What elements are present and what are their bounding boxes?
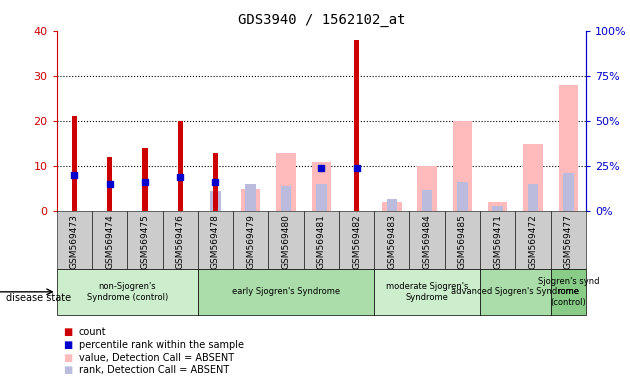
Bar (210, 191, 220, 211)
Text: GSM569484: GSM569484 (423, 214, 432, 269)
Bar (524, 144, 542, 211)
Text: ■: ■ (63, 327, 72, 337)
Text: GSM569473: GSM569473 (70, 214, 79, 269)
Bar (374, 269, 480, 315)
Bar (480, 211, 515, 269)
Text: GSM569481: GSM569481 (317, 214, 326, 269)
Bar (198, 211, 233, 269)
Bar (410, 211, 445, 269)
Bar (142, 148, 147, 211)
Bar (445, 211, 480, 269)
Bar (233, 211, 268, 269)
Bar (559, 85, 578, 211)
Text: disease state: disease state (6, 293, 71, 303)
Text: GSM569480: GSM569480 (282, 214, 290, 269)
Bar (127, 211, 163, 269)
Text: GSM569482: GSM569482 (352, 214, 361, 269)
Text: Sjogren's synd
rome
(control): Sjogren's synd rome (control) (537, 277, 599, 307)
Bar (281, 186, 291, 211)
Text: non-Sjogren's
Syndrome (control): non-Sjogren's Syndrome (control) (87, 282, 168, 301)
Bar (178, 121, 183, 211)
Text: GSM569475: GSM569475 (140, 214, 149, 269)
Bar (453, 121, 472, 211)
Bar (57, 211, 92, 269)
Bar (480, 269, 551, 315)
Text: percentile rank within the sample: percentile rank within the sample (79, 340, 244, 350)
Bar (382, 202, 401, 211)
Text: ■: ■ (63, 340, 72, 350)
Bar (493, 206, 503, 211)
Title: GDS3940 / 1562102_at: GDS3940 / 1562102_at (238, 13, 405, 27)
Text: GSM569483: GSM569483 (387, 214, 396, 269)
Bar (107, 157, 112, 211)
Text: ■: ■ (63, 353, 72, 362)
Bar (72, 116, 77, 211)
Bar (246, 184, 256, 211)
Bar (418, 166, 437, 211)
Bar (488, 202, 507, 211)
Bar (515, 211, 551, 269)
Bar (551, 269, 586, 315)
Bar (198, 269, 374, 315)
Bar (268, 211, 304, 269)
Bar (422, 190, 432, 211)
Bar (92, 211, 127, 269)
Text: value, Detection Call = ABSENT: value, Detection Call = ABSENT (79, 353, 234, 362)
Text: early Sjogren's Syndrome: early Sjogren's Syndrome (232, 287, 340, 296)
Text: GSM569476: GSM569476 (176, 214, 185, 269)
Text: GSM569478: GSM569478 (211, 214, 220, 269)
Bar (316, 184, 326, 211)
Text: GSM569479: GSM569479 (246, 214, 255, 269)
Bar (163, 211, 198, 269)
Text: count: count (79, 327, 106, 337)
Bar (277, 152, 295, 211)
Text: advanced Sjogren's Syndrome: advanced Sjogren's Syndrome (451, 287, 580, 296)
Bar (354, 40, 359, 211)
Bar (563, 173, 573, 211)
Text: moderate Sjogren's
Syndrome: moderate Sjogren's Syndrome (386, 282, 468, 301)
Text: GSM569485: GSM569485 (458, 214, 467, 269)
Bar (57, 269, 198, 315)
Bar (339, 211, 374, 269)
Text: GSM569477: GSM569477 (564, 214, 573, 269)
Bar (551, 211, 586, 269)
Bar (312, 162, 331, 211)
Text: ■: ■ (63, 365, 72, 375)
Text: rank, Detection Call = ABSENT: rank, Detection Call = ABSENT (79, 365, 229, 375)
Text: GSM569474: GSM569474 (105, 214, 114, 269)
Bar (213, 152, 218, 211)
Bar (387, 199, 397, 211)
Text: GSM569471: GSM569471 (493, 214, 502, 269)
Bar (374, 211, 410, 269)
Bar (304, 211, 339, 269)
Text: GSM569472: GSM569472 (529, 214, 537, 269)
Bar (528, 184, 538, 211)
Bar (241, 189, 260, 211)
Bar (457, 182, 467, 211)
